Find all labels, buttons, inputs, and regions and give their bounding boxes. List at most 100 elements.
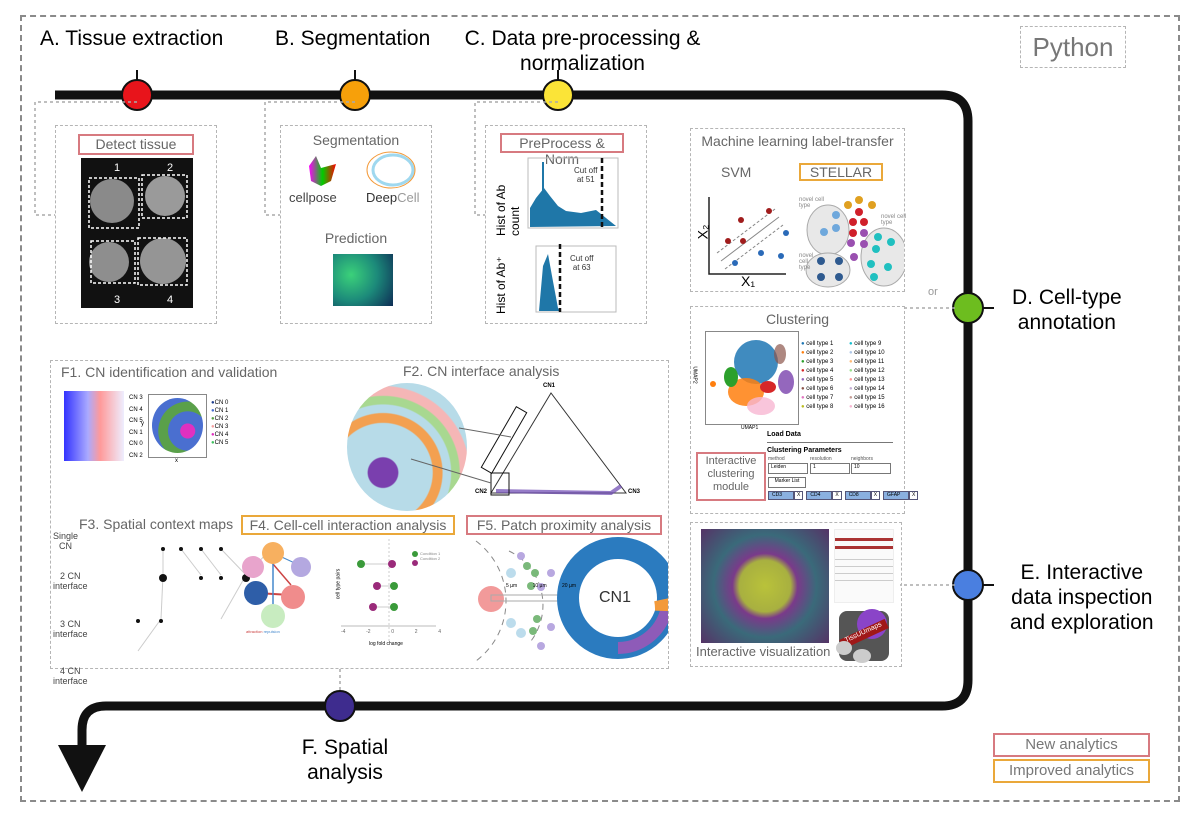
or-label: or xyxy=(928,286,938,298)
interactive-viz-title: Interactive visualization xyxy=(696,644,831,659)
level-l1: Single xyxy=(53,531,79,541)
prediction-image xyxy=(333,254,393,306)
heatmap-row-label: CN 5 xyxy=(129,418,143,424)
legend-label: cell type 15 xyxy=(854,395,885,401)
cn-legend-item: ●CN 0 xyxy=(211,399,228,407)
f4-title: F4. Cell-cell interaction analysis xyxy=(241,515,455,535)
remove-marker-button[interactable]: X xyxy=(794,491,804,500)
hist1-bars xyxy=(530,188,616,227)
resolution-input[interactable]: 1 xyxy=(810,463,850,474)
preprocess-panel: PreProcess & Norm Hist of Ab count Hist … xyxy=(485,125,647,324)
legend-item: ● cell type 10 xyxy=(849,350,885,356)
legend-dot-icon: ● xyxy=(211,416,215,422)
umap-xlabel: UMAP1 xyxy=(741,425,759,431)
vertex-cn1: CN1 xyxy=(543,383,556,389)
step-d-line1: D. Cell-type xyxy=(1012,286,1122,309)
remove-marker-button[interactable]: X xyxy=(832,491,842,500)
condition-2-label: Condition 2 xyxy=(420,556,441,561)
level-l2: interface xyxy=(53,676,88,686)
legend-label: cell type 3 xyxy=(806,359,834,365)
legend-label: cell type 13 xyxy=(854,377,885,383)
node-d xyxy=(952,292,984,324)
cn-legend-item: ●CN 1 xyxy=(211,407,228,415)
resolution-label: resolution xyxy=(810,456,832,462)
legend-item: ● cell type 12 xyxy=(849,368,885,374)
context-level-label: 3 CN interface xyxy=(53,619,88,639)
deepcell-label-a: Deep xyxy=(366,190,398,205)
context-level-label: 4 CN interface xyxy=(53,666,88,686)
remove-marker-button[interactable]: X xyxy=(870,491,881,500)
legend-dot-icon: ● xyxy=(849,341,853,347)
net-legend: attraction repulsion xyxy=(246,629,280,634)
step-e-line2: data inspection xyxy=(1011,586,1153,609)
node-e xyxy=(952,569,984,601)
legend-dot-icon: ● xyxy=(801,359,805,365)
cellpose-label: cellpose xyxy=(289,190,337,205)
step-d-heading: D. Cell-type annotation xyxy=(1012,285,1122,335)
neighbors-label: neighbors xyxy=(851,456,873,462)
step-e-line3: and exploration xyxy=(1010,611,1154,634)
f1-ylabel: y xyxy=(141,421,144,427)
cn-legend-item: ●CN 3 xyxy=(211,423,228,431)
cluster-legend: ● cell type 1 ● cell type 2 ● cell type 3 ●… xyxy=(801,341,901,421)
hist2-cutoff: Cut off at 63 xyxy=(570,254,593,272)
f4-xticks: -4 -2 0 2 4 xyxy=(341,629,441,635)
marker-name: CD4 xyxy=(806,491,833,500)
cn-legend-item: ●CN 4 xyxy=(211,431,228,439)
interaction-network xyxy=(242,539,436,641)
level-l1: 3 CN xyxy=(60,619,81,629)
legend-item: ● cell type 14 xyxy=(849,386,885,392)
legend-item: ● cell type 13 xyxy=(849,377,885,383)
x1-axis-label: X₁ xyxy=(741,273,756,289)
ml-title: Machine learning label-transfer xyxy=(701,133,894,149)
legend-dot-icon: ● xyxy=(801,368,805,374)
node-a xyxy=(121,79,153,111)
cn1-center-label: CN1 xyxy=(599,589,632,606)
novel-label-3: novel cell type xyxy=(881,214,907,226)
legend-dot-icon: ● xyxy=(211,400,215,406)
legend-label: cell type 8 xyxy=(806,404,834,410)
cn-legend-label: CN 0 xyxy=(214,400,229,406)
remove-marker-button[interactable]: X xyxy=(909,491,919,500)
distance-label: 20 µm xyxy=(562,583,576,589)
legend-item: ● cell type 2 xyxy=(801,350,833,356)
module-label-l2: clustering xyxy=(707,468,755,480)
cn-legend-label: CN 4 xyxy=(214,432,229,438)
legend-item: ● cell type 4 xyxy=(801,368,833,374)
legend-dot-icon: ● xyxy=(211,424,215,430)
cn-legend-item: ●CN 2 xyxy=(211,415,228,423)
legend-item: ● cell type 16 xyxy=(849,404,885,410)
divider xyxy=(767,442,893,443)
module-label-l1: Interactive xyxy=(705,455,757,467)
arrow-head-icon xyxy=(58,745,106,792)
method-input[interactable]: Leiden xyxy=(768,463,808,474)
step-d-line2: annotation xyxy=(1017,311,1116,334)
tissue-visualization-image xyxy=(701,529,829,643)
ml-label-transfer-panel: Machine learning label-transfer SVM STEL… xyxy=(690,128,906,292)
core-label-2: 2 xyxy=(167,162,173,174)
legend-new-analytics: New analytics xyxy=(993,733,1150,757)
xtick-label: 2 xyxy=(414,629,418,635)
load-data-label: Load Data xyxy=(767,431,801,438)
cn-interface-image xyxy=(347,383,467,511)
legend-label: cell type 10 xyxy=(854,350,885,356)
neighbors-input[interactable]: 10 xyxy=(851,463,891,474)
marker-list-button[interactable]: Marker List xyxy=(768,477,806,488)
detect-tissue-title: Detect tissue xyxy=(78,134,194,155)
node-b xyxy=(339,79,371,111)
cn-legend-item: ●CN 5 xyxy=(211,439,228,447)
step-e-line1: E. Interactive xyxy=(1020,561,1144,584)
legend-dot-icon: ● xyxy=(801,404,805,410)
cn-spatial-plot xyxy=(148,394,207,458)
distance-labels: 5 µm 10 µm 20 µm xyxy=(506,583,576,589)
step-b-heading: B. Segmentation xyxy=(275,27,431,50)
f5-title: F5. Patch proximity analysis xyxy=(466,515,662,535)
marker-name: CD8 xyxy=(844,491,871,500)
marker-name: GFAP xyxy=(883,491,910,500)
umap-plot xyxy=(705,331,799,425)
condition-1-label: Condition 1 xyxy=(420,551,441,556)
legend-dot-icon: ● xyxy=(849,395,853,401)
legend-item: ● cell type 9 xyxy=(849,341,881,347)
preprocess-title: PreProcess & Norm xyxy=(500,133,624,167)
